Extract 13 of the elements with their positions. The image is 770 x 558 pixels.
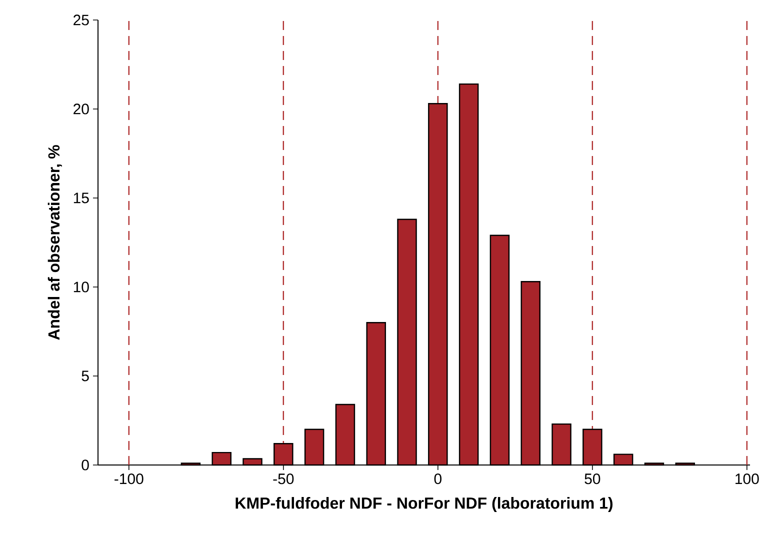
y-tick-label: 0 <box>82 460 89 470</box>
x-tick-label: -50 <box>273 474 294 484</box>
x-axis-title: KMP-fuldfoder NDF - NorFor NDF (laboratorium 1) <box>236 497 613 512</box>
y-tick-label: 5 <box>82 370 89 382</box>
x-tick-label: 100 <box>736 474 759 484</box>
x-tick-label: 50 <box>584 474 600 484</box>
y-tick-label: 25 <box>74 14 89 26</box>
y-tick-label: 10 <box>74 282 89 292</box>
x-tick-label: -100 <box>114 474 144 484</box>
y-axis-title: Andel af observationer, % <box>48 145 62 340</box>
x-tick-label: 0 <box>434 474 442 484</box>
y-tick-label: 15 <box>74 192 89 204</box>
y-tick-label: 20 <box>74 104 89 114</box>
